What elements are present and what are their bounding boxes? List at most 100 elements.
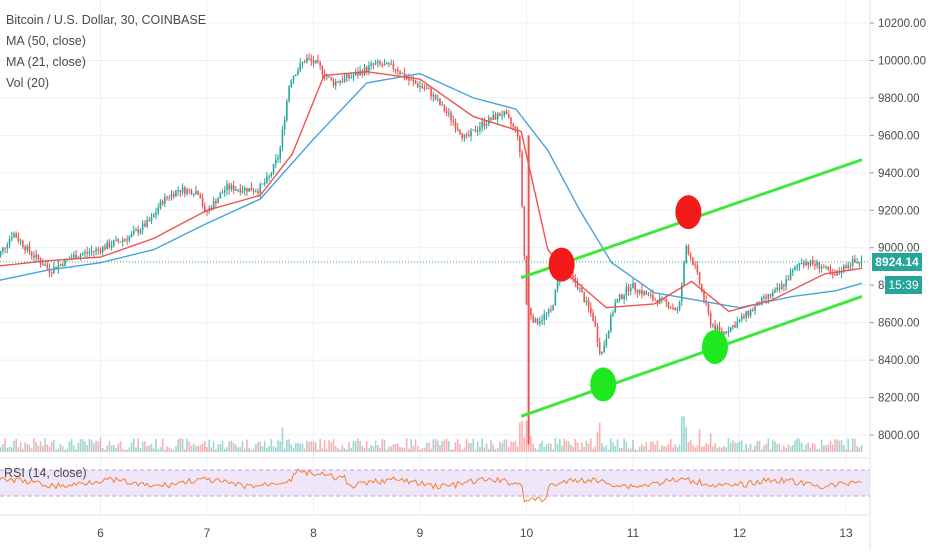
volume-bar [565,440,568,452]
volume-bar [856,445,858,452]
candle-body [858,262,861,264]
candle-body [10,237,13,239]
volume-bar [452,449,455,452]
candle-body [641,290,643,295]
candle-body [301,62,304,64]
candle-body [747,311,750,316]
volume-bar [44,438,46,452]
volume-bar [61,446,64,452]
volume-bar [57,448,60,452]
volume-bar [81,439,84,452]
candle-body [392,63,395,69]
candle-body [423,87,426,89]
volume-bar [99,438,102,452]
volume-bar [432,439,435,452]
candle-body [700,284,703,291]
volume-bar [572,447,574,452]
volume-bar [408,448,410,452]
volume-bar [616,439,619,452]
candle-body [401,73,404,75]
candle-body [121,239,124,242]
volume-bar [785,448,787,452]
volume-bar [8,446,11,452]
volume-bar [623,438,625,452]
candle-body [621,294,623,299]
volume-bar [95,440,97,452]
candle-body [217,198,219,204]
candle-body [811,260,814,265]
volume-bar [241,441,244,452]
candle-body [186,189,188,194]
volume-bar [55,449,57,452]
volume-bar [75,449,77,452]
candle-body [230,185,233,190]
candle-body [818,262,821,269]
candle-body [243,187,246,191]
volume-bar [144,441,146,452]
volume-bar [357,438,359,452]
candle-body [132,230,135,234]
candle-body [195,191,197,195]
volume-bar [700,446,703,452]
volume-bar [496,448,499,452]
candle-body [252,190,255,192]
volume-bar [88,439,91,452]
candle-body [503,111,506,116]
candle-body [416,83,419,87]
volume-bar [734,442,736,452]
volume-bar [0,447,2,452]
volume-bar [550,443,552,452]
volume-bar [223,448,226,452]
volume-bar [665,446,668,452]
candle-body [328,76,330,78]
candle-body [554,289,557,306]
volume-bar [725,447,727,452]
volume-bar [627,447,630,452]
symbol-title[interactable]: Bitcoin / U.S. Dollar, 30, COINBASE [6,13,207,27]
volume-bar [297,442,299,452]
candle-body [350,76,353,78]
rsi-legend[interactable]: RSI (14, close) [4,466,87,480]
volume-bar [319,438,321,452]
candle-body [113,240,115,246]
volume-bar [756,441,759,452]
candle-body [168,197,171,199]
volume-bar [778,443,781,452]
volume-bar [454,442,457,452]
candle-body [587,300,590,308]
candle-body [681,284,683,302]
candle-body [170,193,173,198]
candle-body [525,255,528,305]
candle-body [19,240,22,242]
ma21-legend[interactable]: MA (21, close) [6,55,86,69]
volume-bar [115,448,117,452]
volume-legend[interactable]: Vol (20) [6,76,50,90]
candle-body [519,136,521,153]
volume-bar [479,446,481,452]
volume-bar [343,448,346,452]
volume-bar [811,442,814,452]
candle-body [807,262,810,265]
volume-bar [472,438,475,452]
volume-bar [24,442,26,452]
ma50-legend[interactable]: MA (50, close) [6,34,86,48]
volume-bar [42,445,44,452]
x-tick-label: 6 [97,526,104,540]
candle-body [93,251,95,253]
volume-bar [208,439,211,452]
red-marker [675,195,702,230]
candle-body [448,112,450,114]
volume-bar [263,440,266,452]
volume-bar [212,441,215,452]
volume-bar [598,422,601,452]
candle-body [379,61,381,65]
candle-body [428,88,430,90]
volume-bar [139,448,142,452]
volume-bar [703,446,705,452]
candle-body [130,233,133,237]
volume-bar [159,447,162,452]
candle-body [632,283,634,289]
candle-body [494,114,497,120]
